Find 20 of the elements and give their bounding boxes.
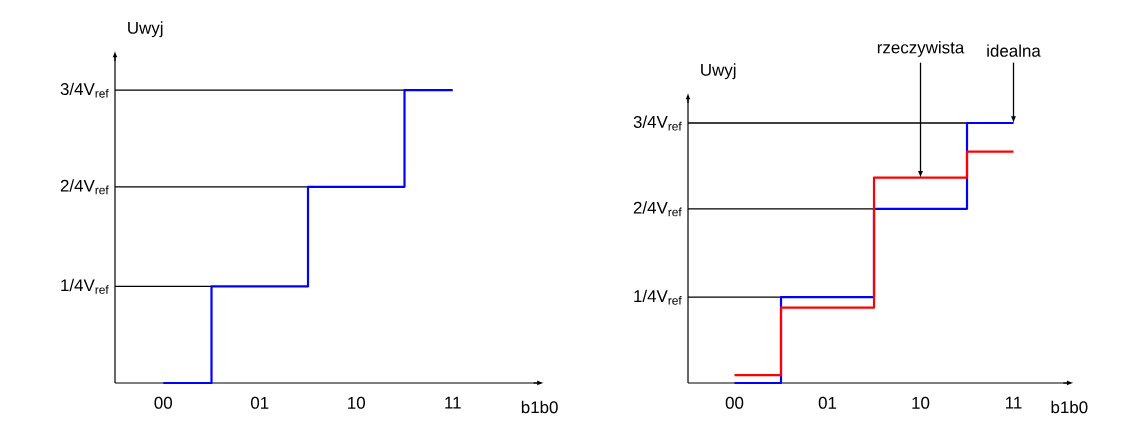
annotation: idealna <box>987 44 1041 57</box>
x-tick-label: 10 <box>348 396 366 409</box>
x-tick-label: 11 <box>1006 396 1022 409</box>
x-axis-title: b1b0 <box>1051 400 1088 414</box>
x-tick-label: 10 <box>912 396 930 409</box>
ref-line-label: 1/4V$_{ref}$ <box>634 289 682 305</box>
ref-line-label: 1/4V$_{ref}$ <box>61 278 109 294</box>
x-tick-label: 00 <box>154 396 173 409</box>
ref-line-label: 3/4V$_{ref}$ <box>60 82 109 98</box>
x-tick-label: 11 <box>445 396 461 409</box>
ref-line-label: 3/4V$_{ref}$ <box>633 115 682 131</box>
x-tick-label: 00 <box>725 396 744 409</box>
ref-line-label: 2/4V$_{ref}$ <box>633 201 682 217</box>
y-axis-title: Uwyj <box>128 21 163 38</box>
y-axis-title: Uwyj <box>701 63 736 80</box>
x-tick-label: 01 <box>250 396 269 409</box>
annotation: rzeczywista <box>877 41 965 57</box>
x-axis-title: b1b0 <box>521 400 558 414</box>
x-tick-label: 01 <box>818 396 837 409</box>
ref-line-label: 2/4V$_{ref}$ <box>60 179 109 195</box>
